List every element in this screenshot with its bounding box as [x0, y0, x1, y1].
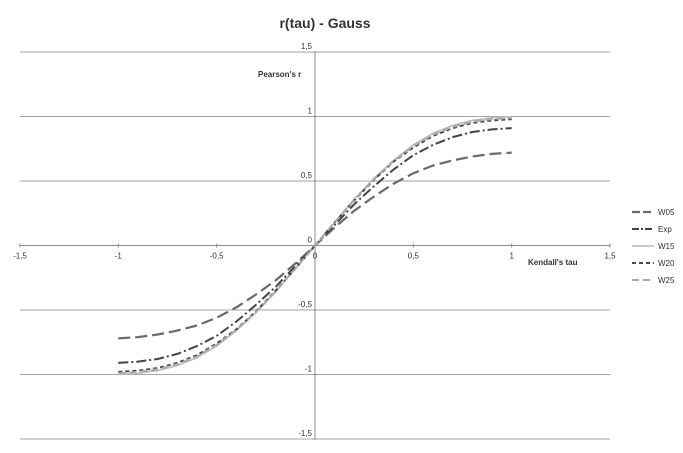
x-tick-label-0: -1,5: [13, 252, 27, 261]
y-tick-label-5: -1: [305, 365, 313, 374]
x-tick-label-3: 0: [313, 252, 318, 261]
legend-label-w15: W15: [658, 242, 675, 251]
legend: W05 Exp W15 W20 W25: [632, 208, 675, 285]
y-tick-label-2: 0,5: [301, 171, 313, 180]
y-tick-label-4: -0,5: [298, 300, 312, 309]
legend-label-exp: Exp: [658, 225, 672, 234]
x-tick-label-5: 1: [509, 252, 514, 261]
legend-label-w05: W05: [658, 208, 675, 217]
y-axis-label: Pearson's r: [258, 70, 301, 79]
y-tick-label-0: 1,5: [301, 42, 313, 51]
legend-label-w20: W20: [658, 259, 675, 268]
legend-label-w25: W25: [658, 276, 675, 285]
y-tick-label-1: 1: [308, 107, 313, 116]
tick-labels: -1,5 -1 -0,5 0 0,5 1 1,5 1,5 1 0,5 0 -0,5 -1 -1,5: [13, 42, 616, 438]
x-axis-label: Kendall's tau: [528, 258, 578, 267]
x-tick-label-4: 0,5: [408, 252, 420, 261]
series-line-w25: [118, 116, 512, 375]
chart-title: r(tau) - Gauss: [279, 15, 370, 31]
x-tick-label-6: 1,5: [604, 252, 616, 261]
series-line-w20: [118, 118, 512, 373]
y-tick-label-3: 0: [308, 236, 313, 245]
x-tick-label-2: -0,5: [210, 252, 224, 261]
x-tick-label-1: -1: [115, 252, 123, 261]
y-tick-label-6: -1,5: [298, 429, 312, 438]
series-lines: [118, 115, 512, 376]
